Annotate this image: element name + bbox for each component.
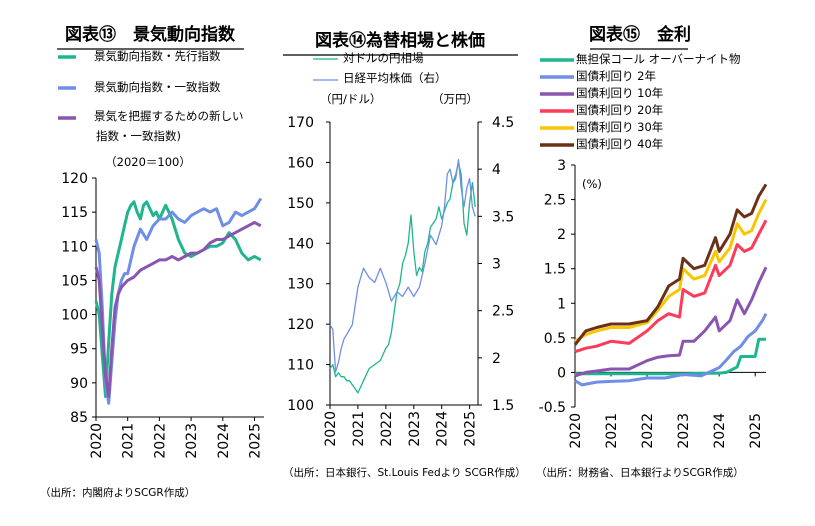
x-tick-label: 2021	[351, 411, 367, 447]
y-tick-label: 130	[287, 277, 314, 293]
legend-label: 指数・一致指数)	[96, 129, 181, 143]
y-tick-label: 120	[61, 171, 88, 187]
legend-label: 景気動向指数・先行指数	[94, 49, 221, 63]
series-line	[94, 220, 262, 398]
x-tick-label: 2020	[323, 411, 339, 447]
y2-tick-label: 4.5	[492, 115, 514, 131]
x-tick-label: 2022	[379, 411, 395, 447]
y-tick-label: 140	[287, 236, 314, 252]
x-tick-label: 2023	[676, 413, 692, 449]
y-tick-label: 100	[61, 308, 88, 324]
x-tick-label: 2022	[640, 413, 656, 449]
x-tick-label: 2025	[463, 411, 479, 447]
y-tick-label: 3	[557, 158, 566, 174]
chart-title: 図表⑭為替相場と株価	[315, 30, 485, 51]
unit-label-left: （円/ドル）	[320, 92, 381, 106]
legend-label: 対ドルの円相場	[343, 51, 424, 65]
y-tick-label: 1.5	[544, 262, 566, 278]
series-line	[94, 200, 262, 398]
chart-title: 図表⑬ 景気動向指数	[65, 24, 236, 45]
x-tick-label: 2020	[568, 413, 584, 449]
x-tick-label: 2021	[121, 423, 137, 459]
y-tick-label: 115	[61, 205, 88, 221]
y-tick-label: -0.5	[539, 400, 566, 416]
y2-tick-label: 3	[492, 257, 501, 273]
y-tick-label: 170	[287, 115, 314, 131]
y-tick-label: 120	[287, 317, 314, 333]
unit-label-right: （万円）	[432, 92, 478, 106]
series-line	[574, 266, 768, 378]
source-note: （出所：財務省、日本銀行よりSCGR作成）	[536, 466, 744, 479]
legend-label: 景気を把握するための新しい	[94, 109, 244, 123]
legend-label: 国債利回り 40年	[576, 137, 663, 151]
legend-label: 日経平均株価（右）	[343, 71, 447, 85]
series-line	[329, 161, 476, 394]
y-tick-label: 110	[61, 239, 88, 255]
y-tick-label: 90	[70, 376, 88, 392]
series-line	[574, 198, 768, 343]
x-tick-label: 2023	[407, 411, 423, 447]
y2-tick-label: 2	[492, 351, 501, 367]
y-tick-label: 0	[557, 365, 566, 381]
y-tick-label: 160	[287, 155, 314, 171]
source-note: （出所：日本銀行、St.Louis Fedより SCGR作成）	[283, 466, 526, 479]
y-tick-label: 105	[61, 273, 88, 289]
series-line	[575, 337, 766, 376]
legend-label: 国債利回り 10年	[576, 86, 663, 100]
x-tick-label: 2024	[216, 423, 232, 459]
series-line	[94, 197, 263, 405]
y2-tick-label: 2.5	[492, 304, 514, 320]
x-tick-label: 2023	[184, 423, 200, 459]
x-tick-label: 2022	[152, 423, 168, 459]
unit-label: （2020＝100）	[105, 155, 191, 169]
x-tick-label: 2024	[712, 413, 728, 449]
chart-title: 図表⑮ 金利	[589, 24, 691, 45]
y2-tick-label: 4	[492, 162, 501, 178]
y-tick-label: 2.5	[544, 193, 566, 209]
legend-label: 国債利回り 30年	[576, 120, 663, 134]
y-tick-label: 0.5	[544, 331, 566, 347]
series-line	[574, 219, 768, 354]
y-tick-label: 150	[287, 196, 314, 212]
series-line	[574, 313, 768, 387]
y-tick-label: 100	[287, 398, 314, 414]
series-line	[573, 183, 768, 346]
x-tick-label: 2024	[435, 411, 451, 447]
y-tick-label: 2	[557, 227, 566, 243]
legend-label: 景気動向指数・一致指数	[94, 80, 221, 94]
legend-label: 国債利回り 20年	[576, 103, 663, 117]
x-tick-label: 2025	[247, 423, 263, 459]
x-tick-label: 2021	[604, 413, 620, 449]
y-tick-label: 1	[557, 296, 566, 312]
unit-label: (%)	[582, 177, 602, 191]
series-line	[329, 159, 476, 373]
x-tick-label: 2025	[748, 413, 764, 449]
y-tick-label: 85	[70, 410, 88, 426]
legend-label: 無担保コール オーバーナイト物	[576, 52, 741, 66]
y2-tick-label: 3.5	[492, 209, 514, 225]
legend-label: 国債利回り 2年	[576, 69, 656, 83]
y-tick-label: 95	[70, 342, 88, 358]
y2-tick-label: 1.5	[492, 398, 514, 414]
source-note: （出所：内閣府よりSCGR作成）	[40, 486, 195, 499]
y-tick-label: 110	[287, 358, 314, 374]
x-tick-label: 2020	[89, 423, 105, 459]
